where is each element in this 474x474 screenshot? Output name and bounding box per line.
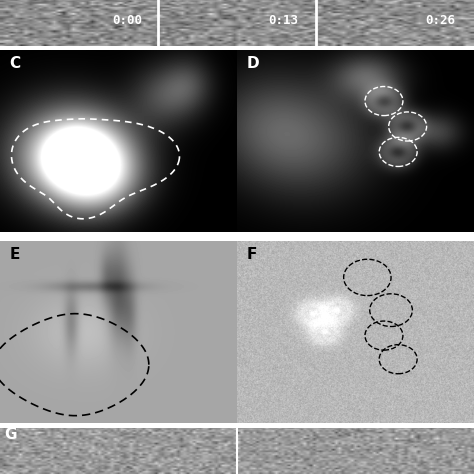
Text: E: E <box>9 247 20 262</box>
Text: C: C <box>9 56 20 71</box>
Text: D: D <box>246 56 259 71</box>
Text: 0:00: 0:00 <box>112 14 142 27</box>
Text: 0:13: 0:13 <box>269 14 299 27</box>
Text: 0:26: 0:26 <box>425 14 455 27</box>
Text: F: F <box>246 247 257 262</box>
Text: G: G <box>5 428 17 442</box>
